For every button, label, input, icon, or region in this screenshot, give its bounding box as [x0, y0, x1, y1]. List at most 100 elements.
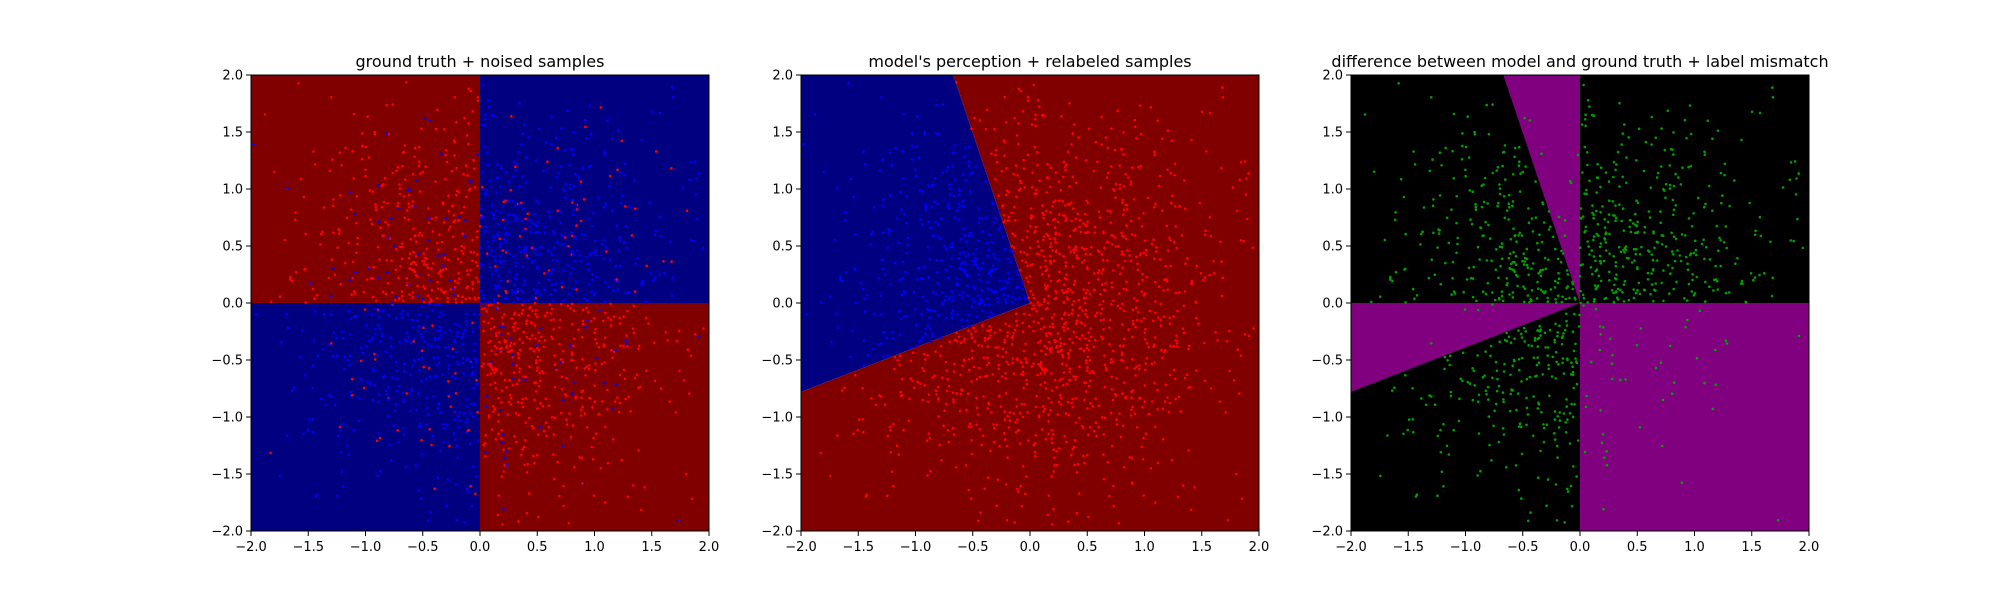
scatter-point — [333, 273, 337, 276]
scatter-point — [1109, 411, 1113, 415]
scatter-point — [1070, 453, 1073, 457]
scatter-point — [501, 205, 504, 208]
scatter-point — [917, 156, 921, 159]
scatter-point — [1052, 200, 1055, 204]
scatter-point — [1028, 246, 1032, 249]
scatter-point — [1047, 413, 1050, 417]
scatter-point — [1021, 370, 1025, 374]
scatter-point — [1084, 296, 1088, 300]
scatter-point — [489, 327, 493, 331]
scatter-point — [430, 344, 434, 348]
scatter-point — [880, 96, 883, 99]
scatter-point — [397, 296, 401, 300]
scatter-point — [1078, 347, 1082, 351]
scatter-point — [1235, 209, 1239, 213]
scatter-point — [484, 118, 487, 121]
scatter-point — [639, 385, 642, 389]
scatter-point — [507, 180, 511, 183]
scatter-point — [493, 381, 497, 385]
scatter-point — [1557, 215, 1561, 219]
scatter-point — [565, 377, 568, 380]
scatter-point — [1152, 205, 1156, 209]
scatter-point — [1001, 235, 1005, 239]
scatter-point — [539, 401, 542, 405]
scatter-point — [1058, 232, 1061, 236]
scatter-point — [546, 160, 549, 163]
scatter-point — [1109, 221, 1112, 224]
scatter-point — [1498, 245, 1502, 249]
scatter-point — [1673, 259, 1677, 263]
scatter-point — [650, 110, 654, 114]
scatter-point — [1143, 239, 1147, 243]
scatter-point — [1103, 385, 1107, 389]
scatter-point — [1004, 193, 1008, 197]
scatter-point — [586, 299, 589, 302]
scatter-point — [1537, 287, 1540, 290]
scatter-point — [968, 231, 972, 235]
scatter-point — [483, 145, 487, 149]
scatter-point — [1452, 177, 1456, 180]
scatter-point — [535, 343, 539, 347]
scatter-point — [1520, 356, 1524, 360]
scatter-point — [1046, 284, 1050, 287]
x-tick-label: 1.0 — [1134, 540, 1155, 555]
scatter-point — [1636, 201, 1640, 205]
scatter-point — [417, 488, 421, 492]
scatter-point — [951, 391, 955, 394]
scatter-point — [932, 309, 935, 312]
scatter-point — [620, 139, 624, 143]
scatter-point — [503, 313, 506, 316]
scatter-point — [409, 237, 413, 241]
scatter-point — [412, 250, 415, 254]
scatter-point — [616, 129, 620, 132]
scatter-point — [348, 354, 352, 358]
scatter-point — [437, 287, 440, 290]
scatter-point — [515, 364, 518, 367]
scatter-point — [389, 217, 393, 220]
scatter-point — [1518, 190, 1522, 193]
scatter-point — [978, 428, 981, 431]
scatter-point — [1553, 338, 1556, 342]
scatter-point — [581, 319, 585, 323]
scatter-point — [540, 245, 543, 249]
scatter-point — [662, 260, 665, 263]
scatter-point — [1153, 150, 1156, 154]
scatter-point — [1068, 378, 1071, 382]
scatter-point — [593, 239, 597, 243]
scatter-point — [1055, 344, 1059, 348]
scatter-point — [1050, 316, 1054, 319]
scatter-point — [1089, 379, 1092, 383]
scatter-point — [416, 284, 419, 288]
scatter-point — [462, 372, 466, 375]
scatter-point — [901, 393, 904, 397]
scatter-point — [1173, 173, 1176, 177]
scatter-point — [903, 292, 907, 295]
scatter-point — [622, 315, 625, 318]
scatter-point — [438, 233, 441, 236]
scatter-point — [1252, 327, 1255, 330]
scatter-point — [906, 236, 910, 240]
scatter-point — [434, 180, 437, 183]
scatter-point — [1176, 345, 1179, 348]
scatter-point — [1108, 326, 1111, 329]
scatter-point — [1067, 520, 1070, 523]
scatter-point — [944, 268, 948, 271]
scatter-point — [989, 334, 992, 337]
scatter-point — [1075, 256, 1079, 260]
scatter-point — [1110, 388, 1114, 391]
scatter-point — [1503, 362, 1506, 366]
scatter-point — [1470, 222, 1474, 226]
scatter-point — [409, 341, 413, 345]
scatter-point — [553, 416, 557, 420]
scatter-point — [877, 343, 880, 346]
scatter-point — [386, 202, 389, 205]
scatter-point — [464, 421, 467, 424]
scatter-point — [1702, 238, 1705, 241]
scatter-point — [1029, 301, 1032, 305]
scatter-point — [437, 248, 440, 252]
scatter-point — [1504, 466, 1508, 469]
scatter-point — [355, 195, 358, 198]
panel-title: model's perception + relabeled samples — [868, 52, 1191, 71]
scatter-point — [459, 260, 463, 264]
scatter-point — [1106, 171, 1110, 175]
